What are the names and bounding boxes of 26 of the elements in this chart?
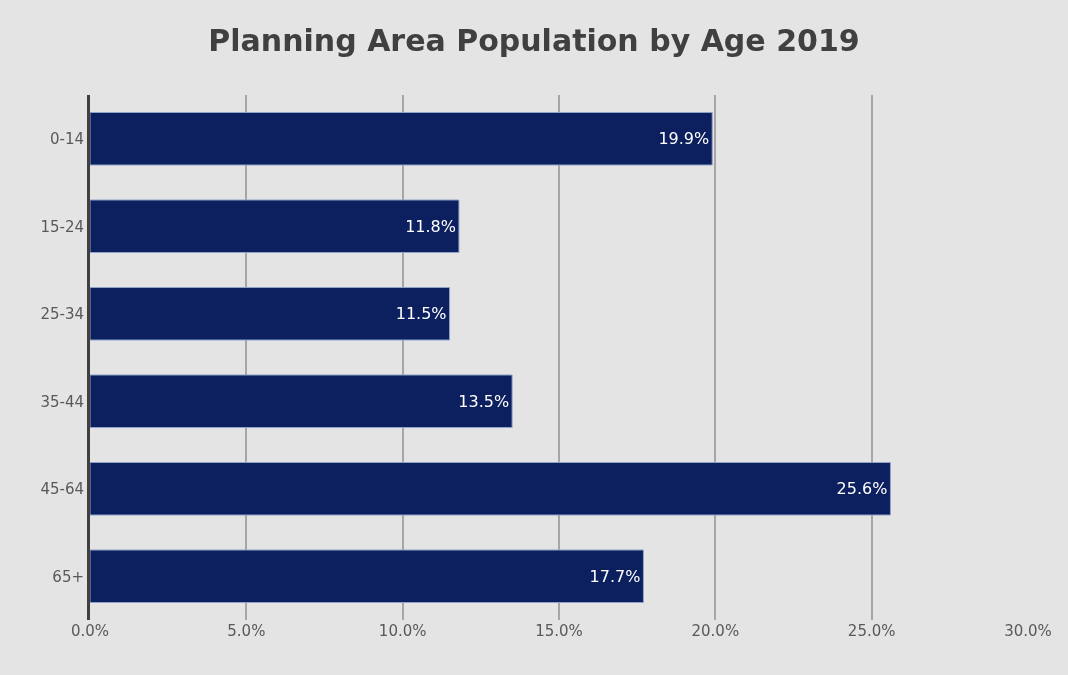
x-tick-label: 15.0% <box>535 622 583 640</box>
data-label: 11.5% <box>395 304 447 324</box>
bar <box>90 199 460 253</box>
bar <box>90 287 451 341</box>
chart-title: Planning Area Population by Age 2019 <box>208 23 860 59</box>
y-tick-label: 0-14 <box>49 130 84 148</box>
y-tick-label: 25-34 <box>40 305 84 323</box>
data-label: 19.9% <box>658 129 710 149</box>
y-tick-label: 15-24 <box>40 217 84 236</box>
y-tick-label: 35-44 <box>40 392 84 411</box>
bar <box>90 374 513 428</box>
x-tick-label: 30.0% <box>1004 622 1052 640</box>
data-label: 11.8% <box>405 216 456 236</box>
x-tick-label: 5.0% <box>227 622 266 640</box>
bar <box>90 462 891 516</box>
bar <box>90 112 713 166</box>
x-tick-label: 20.0% <box>691 622 740 640</box>
y-tick-label: 45-64 <box>40 480 84 498</box>
x-tick-label: 25.0% <box>847 622 896 640</box>
bar <box>90 549 644 603</box>
x-tick-label: 0.0% <box>70 622 110 640</box>
data-label: 17.7% <box>589 566 641 586</box>
y-tick-label: 65+ <box>52 567 84 586</box>
data-label: 25.6% <box>836 479 888 499</box>
data-label: 13.5% <box>458 391 510 411</box>
x-tick-label: 10.0% <box>378 622 427 640</box>
